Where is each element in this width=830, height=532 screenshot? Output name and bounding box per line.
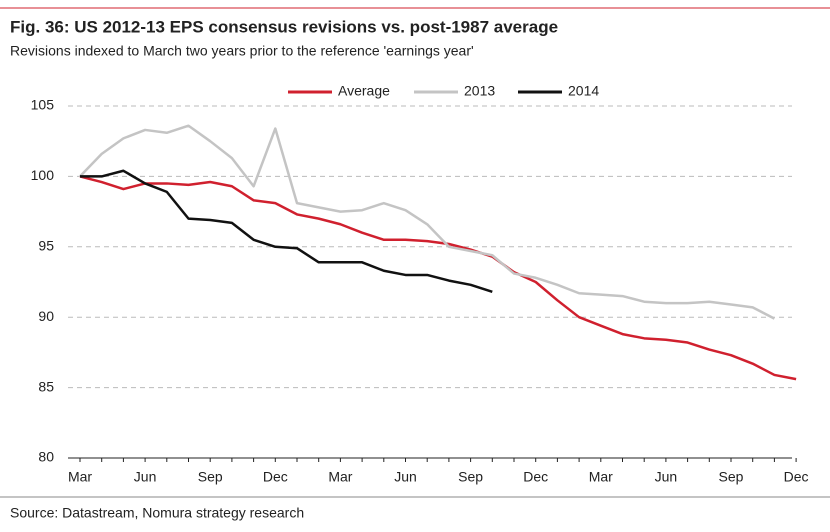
x-tick-label: Dec <box>523 469 548 485</box>
x-tick-label: Dec <box>784 469 809 485</box>
x-tick-label: Jun <box>655 469 678 485</box>
series-line <box>80 169 493 294</box>
x-tick-label: Sep <box>458 469 483 485</box>
y-tick-label: 80 <box>38 449 54 465</box>
x-tick-label: Jun <box>394 469 417 485</box>
legend-label: 2013 <box>464 83 495 99</box>
legend-label: Average <box>338 83 390 99</box>
x-tick-label: Dec <box>263 469 288 485</box>
y-tick-label: 105 <box>31 97 55 113</box>
x-tick-label: Mar <box>328 469 352 485</box>
chart-subtitle: Revisions indexed to March two years pri… <box>10 43 474 59</box>
x-tick-label: Sep <box>719 469 744 485</box>
source: Source: Datastream, Nomura strategy rese… <box>10 505 304 521</box>
y-tick-label: 100 <box>31 167 55 183</box>
series-line <box>79 175 797 381</box>
y-tick-label: 95 <box>38 238 54 254</box>
legend-label: 2014 <box>568 83 599 99</box>
x-tick-label: Jun <box>134 469 157 485</box>
y-tick-label: 90 <box>38 308 54 324</box>
x-tick-label: Sep <box>198 469 223 485</box>
x-tick-label: Mar <box>589 469 613 485</box>
series-line <box>79 124 775 320</box>
y-tick-label: 85 <box>38 378 54 394</box>
x-tick-label: Mar <box>68 469 92 485</box>
chart-title: Fig. 36: US 2012-13 EPS consensus revisi… <box>10 17 558 36</box>
